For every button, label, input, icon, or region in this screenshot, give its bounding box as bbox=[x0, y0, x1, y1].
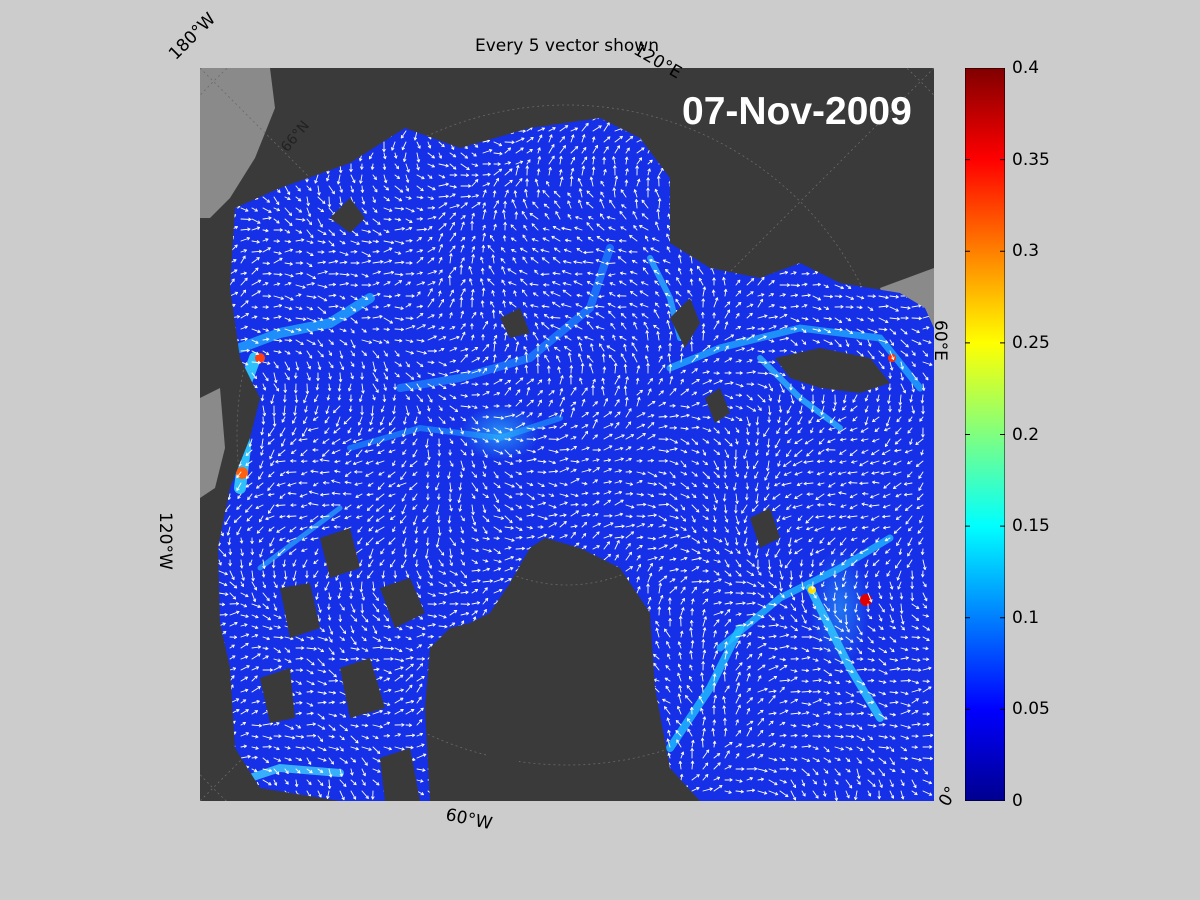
colorbar-tick-label: 0 bbox=[1012, 791, 1023, 811]
colorbar-tick-label: 0.05 bbox=[1012, 699, 1050, 720]
lon-label-0: 0° bbox=[935, 783, 962, 810]
colorbar-tick-label: 0.1 bbox=[1012, 607, 1040, 628]
sea-ice-drift-map bbox=[200, 68, 934, 801]
colorbar-tick-label: 0.2 bbox=[1012, 424, 1040, 445]
land-grey-patch bbox=[200, 388, 225, 498]
colorbar-tick-label: 0.3 bbox=[1012, 241, 1040, 262]
date-stamp: 07-Nov-2009 bbox=[682, 90, 912, 133]
lon-label-60w: 60°W bbox=[443, 805, 494, 835]
land-grey-patch bbox=[200, 68, 275, 218]
colorbar-tick-label: 0.35 bbox=[1012, 149, 1050, 170]
lon-label-60e: 60°E bbox=[930, 320, 950, 361]
colorbar-tick-label: 0.15 bbox=[1012, 516, 1050, 537]
colorbar-tick-label: 0.25 bbox=[1012, 332, 1050, 353]
islands bbox=[260, 198, 890, 801]
plot-title: Every 5 vector shown bbox=[475, 36, 659, 56]
lon-label-120w: 120°W bbox=[155, 512, 175, 570]
colorbar-tick-label: 0.4 bbox=[1012, 58, 1040, 78]
colorbar bbox=[965, 68, 1005, 801]
